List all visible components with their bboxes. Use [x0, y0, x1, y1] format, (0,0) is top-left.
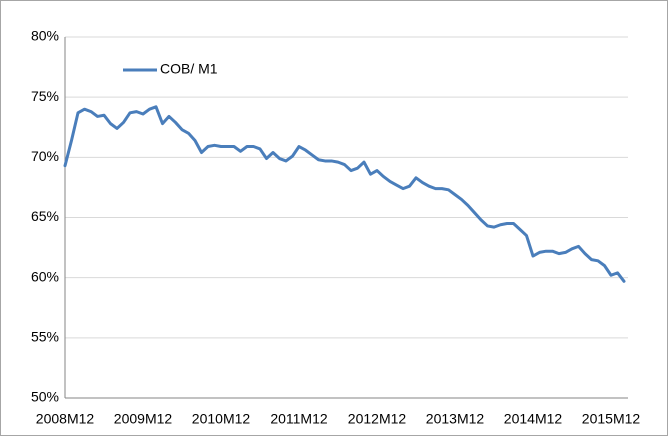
- legend-label: COB/ M1: [160, 61, 218, 77]
- x-tick-label: 2014M12: [504, 411, 563, 427]
- y-tick-label: 75%: [31, 88, 59, 104]
- x-tick-label: 2008M12: [36, 411, 95, 427]
- y-tick-label: 55%: [31, 329, 59, 345]
- x-tick-label: 2012M12: [348, 411, 407, 427]
- y-tick-label: 80%: [31, 28, 59, 44]
- x-tick-label: 2010M12: [192, 411, 251, 427]
- x-tick-label: 2011M12: [270, 411, 328, 427]
- y-tick-label: 70%: [31, 148, 59, 164]
- x-tick-label: 2009M12: [114, 411, 173, 427]
- data-line: [63, 105, 626, 283]
- y-tick-label: 50%: [31, 389, 59, 405]
- x-tick-label: 2013M12: [426, 411, 485, 427]
- y-tick-label: 60%: [31, 268, 59, 284]
- x-tick-label: 2015M12: [582, 411, 641, 427]
- y-tick-label: 65%: [31, 208, 59, 224]
